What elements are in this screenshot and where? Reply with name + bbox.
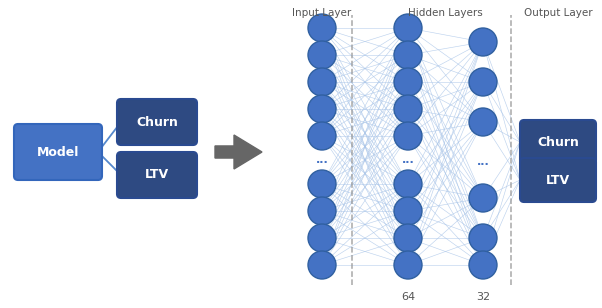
Text: 32: 32	[476, 292, 490, 302]
Circle shape	[308, 224, 336, 252]
Circle shape	[308, 251, 336, 279]
Text: Churn: Churn	[537, 136, 579, 148]
Circle shape	[469, 28, 497, 56]
Circle shape	[394, 251, 422, 279]
Circle shape	[308, 170, 336, 198]
Text: ...: ...	[315, 155, 328, 165]
Circle shape	[394, 224, 422, 252]
Circle shape	[394, 170, 422, 198]
Text: Output Layer: Output Layer	[524, 8, 592, 18]
Text: LTV: LTV	[145, 168, 169, 181]
Circle shape	[308, 14, 336, 42]
FancyArrow shape	[215, 135, 262, 169]
FancyBboxPatch shape	[520, 120, 596, 164]
Circle shape	[394, 197, 422, 225]
Circle shape	[308, 95, 336, 123]
Circle shape	[469, 251, 497, 279]
Circle shape	[469, 108, 497, 136]
FancyBboxPatch shape	[14, 124, 102, 180]
Circle shape	[394, 95, 422, 123]
Text: Hidden Layers: Hidden Layers	[408, 8, 483, 18]
Circle shape	[469, 184, 497, 212]
Text: ...: ...	[402, 155, 414, 165]
Text: Churn: Churn	[136, 116, 178, 128]
FancyBboxPatch shape	[520, 158, 596, 202]
Text: 64: 64	[401, 292, 415, 302]
Circle shape	[394, 122, 422, 150]
FancyBboxPatch shape	[117, 152, 197, 198]
Text: Model: Model	[37, 145, 79, 159]
FancyBboxPatch shape	[117, 99, 197, 145]
Circle shape	[308, 41, 336, 69]
Circle shape	[469, 224, 497, 252]
Circle shape	[308, 68, 336, 96]
Text: LTV: LTV	[546, 173, 570, 187]
Circle shape	[308, 122, 336, 150]
Circle shape	[394, 41, 422, 69]
Circle shape	[469, 68, 497, 96]
Text: ...: ...	[477, 157, 489, 167]
Text: Input Layer: Input Layer	[293, 8, 352, 18]
Circle shape	[394, 68, 422, 96]
Circle shape	[394, 14, 422, 42]
Circle shape	[308, 197, 336, 225]
